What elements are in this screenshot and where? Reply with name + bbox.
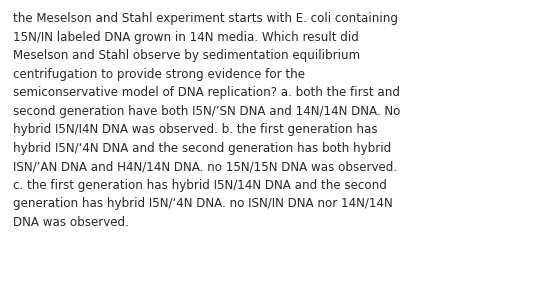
- Text: the Meselson and Stahl experiment starts with E. coli containing
15N/IN labeled : the Meselson and Stahl experiment starts…: [13, 12, 401, 229]
